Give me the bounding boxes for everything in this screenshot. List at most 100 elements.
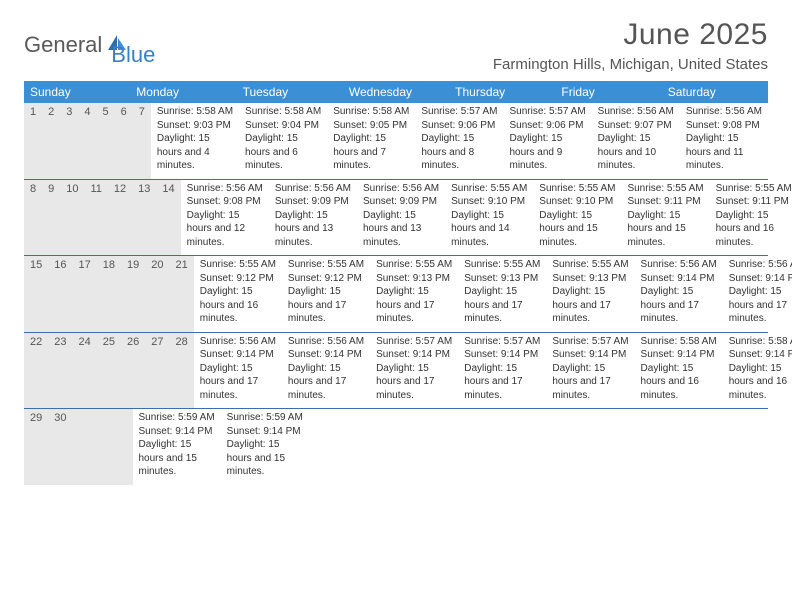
day-cell: Sunrise: 5:59 AMSunset: 9:14 PMDaylight:… [221, 409, 309, 485]
weekday-header: Tuesday [237, 81, 343, 103]
sunset-line: Sunset: 9:03 PM [157, 119, 233, 133]
sunset-line: Sunset: 9:04 PM [245, 119, 321, 133]
sunrise-line: Sunrise: 5:55 AM [552, 258, 628, 272]
sunrise-line: Sunrise: 5:57 AM [464, 335, 540, 349]
sunrise-line: Sunrise: 5:55 AM [716, 182, 792, 196]
day-number: 20 [145, 256, 169, 332]
day-cell: Sunrise: 5:55 AMSunset: 9:10 PMDaylight:… [445, 180, 533, 256]
day-number: 4 [78, 103, 96, 179]
day-number: 3 [60, 103, 78, 179]
weekday-header: Friday [555, 81, 661, 103]
day-number-row: 891011121314 [24, 180, 181, 256]
day-cell: Sunrise: 5:56 AMSunset: 9:09 PMDaylight:… [357, 180, 445, 256]
sunset-line: Sunset: 9:05 PM [333, 119, 409, 133]
sunrise-line: Sunrise: 5:56 AM [200, 335, 276, 349]
day-number: 13 [132, 180, 156, 256]
day-cell: Sunrise: 5:58 AMSunset: 9:03 PMDaylight:… [151, 103, 239, 179]
daylight-line: Daylight: 15 hours and 16 minutes. [200, 285, 276, 326]
daylight-line: Daylight: 15 hours and 17 minutes. [464, 362, 540, 403]
day-number: 15 [24, 256, 48, 332]
day-number: 23 [48, 333, 72, 409]
sunrise-line: Sunrise: 5:57 AM [510, 105, 586, 119]
month-title: June 2025 [493, 18, 768, 52]
day-number: 29 [24, 409, 48, 485]
calendar-week: 891011121314Sunrise: 5:56 AMSunset: 9:08… [24, 180, 768, 257]
day-cell: Sunrise: 5:57 AMSunset: 9:06 PMDaylight:… [415, 103, 503, 179]
sunrise-line: Sunrise: 5:59 AM [139, 411, 215, 425]
day-cell: Sunrise: 5:55 AMSunset: 9:13 PMDaylight:… [458, 256, 546, 332]
day-body-row: Sunrise: 5:55 AMSunset: 9:12 PMDaylight:… [194, 256, 792, 332]
location: Farmington Hills, Michigan, United State… [493, 56, 768, 73]
day-cell: Sunrise: 5:58 AMSunset: 9:14 PMDaylight:… [635, 333, 723, 409]
day-number: 10 [60, 180, 84, 256]
day-number-row: 15161718192021 [24, 256, 194, 332]
daylight-line: Daylight: 15 hours and 9 minutes. [510, 132, 586, 173]
sunrise-line: Sunrise: 5:58 AM [333, 105, 409, 119]
day-cell: Sunrise: 5:55 AMSunset: 9:10 PMDaylight:… [533, 180, 621, 256]
day-cell: Sunrise: 5:57 AMSunset: 9:06 PMDaylight:… [504, 103, 592, 179]
day-cell [345, 409, 357, 485]
weekday-header: Wednesday [343, 81, 449, 103]
daylight-line: Daylight: 15 hours and 8 minutes. [421, 132, 497, 173]
sunrise-line: Sunrise: 5:56 AM [363, 182, 439, 196]
daylight-line: Daylight: 15 hours and 17 minutes. [376, 362, 452, 403]
daylight-line: Daylight: 15 hours and 4 minutes. [157, 132, 233, 173]
day-cell [357, 409, 369, 485]
sunset-line: Sunset: 9:14 PM [729, 272, 792, 286]
day-cell: Sunrise: 5:58 AMSunset: 9:14 PMDaylight:… [723, 333, 792, 409]
day-body-row: Sunrise: 5:59 AMSunset: 9:14 PMDaylight:… [133, 409, 369, 485]
title-block: June 2025 Farmington Hills, Michigan, Un… [493, 18, 768, 73]
sunset-line: Sunset: 9:14 PM [552, 348, 628, 362]
sunrise-line: Sunrise: 5:57 AM [552, 335, 628, 349]
sunset-line: Sunset: 9:08 PM [187, 195, 263, 209]
sunrise-line: Sunrise: 5:58 AM [641, 335, 717, 349]
daylight-line: Daylight: 15 hours and 15 minutes. [627, 209, 703, 250]
sunset-line: Sunset: 9:14 PM [227, 425, 303, 439]
day-cell: Sunrise: 5:56 AMSunset: 9:14 PMDaylight:… [194, 333, 282, 409]
day-cell: Sunrise: 5:56 AMSunset: 9:08 PMDaylight:… [181, 180, 269, 256]
daylight-line: Daylight: 15 hours and 17 minutes. [200, 362, 276, 403]
day-cell: Sunrise: 5:55 AMSunset: 9:12 PMDaylight:… [194, 256, 282, 332]
sunrise-line: Sunrise: 5:55 AM [376, 258, 452, 272]
sunset-line: Sunset: 9:14 PM [376, 348, 452, 362]
day-cell: Sunrise: 5:59 AMSunset: 9:14 PMDaylight:… [133, 409, 221, 485]
day-cell: Sunrise: 5:56 AMSunset: 9:14 PMDaylight:… [723, 256, 792, 332]
daylight-line: Daylight: 15 hours and 17 minutes. [729, 285, 792, 326]
calendar: SundayMondayTuesdayWednesdayThursdayFrid… [24, 81, 768, 485]
daylight-line: Daylight: 15 hours and 6 minutes. [245, 132, 321, 173]
sunset-line: Sunset: 9:11 PM [627, 195, 703, 209]
sunrise-line: Sunrise: 5:56 AM [275, 182, 351, 196]
header: General Blue June 2025 Farmington Hills,… [24, 18, 768, 73]
sunset-line: Sunset: 9:06 PM [421, 119, 497, 133]
day-number: 2 [42, 103, 60, 179]
day-number-row: 1234567 [24, 103, 151, 179]
sunrise-line: Sunrise: 5:56 AM [729, 258, 792, 272]
sunrise-line: Sunrise: 5:56 AM [598, 105, 674, 119]
sunrise-line: Sunrise: 5:55 AM [288, 258, 364, 272]
day-cell: Sunrise: 5:57 AMSunset: 9:14 PMDaylight:… [546, 333, 634, 409]
day-number: 11 [85, 180, 108, 256]
daylight-line: Daylight: 15 hours and 15 minutes. [139, 438, 215, 479]
day-cell [333, 409, 345, 485]
day-number: 28 [170, 333, 194, 409]
calendar-week: 15161718192021Sunrise: 5:55 AMSunset: 9:… [24, 256, 768, 333]
sunset-line: Sunset: 9:14 PM [464, 348, 540, 362]
weekday-header: Saturday [662, 81, 768, 103]
daylight-line: Daylight: 15 hours and 15 minutes. [539, 209, 615, 250]
day-cell: Sunrise: 5:57 AMSunset: 9:14 PMDaylight:… [370, 333, 458, 409]
logo: General Blue [24, 22, 155, 68]
sunset-line: Sunset: 9:09 PM [363, 195, 439, 209]
day-body-row: Sunrise: 5:56 AMSunset: 9:14 PMDaylight:… [194, 333, 792, 409]
daylight-line: Daylight: 15 hours and 16 minutes. [716, 209, 792, 250]
sunrise-line: Sunrise: 5:58 AM [157, 105, 233, 119]
sunrise-line: Sunrise: 5:59 AM [227, 411, 303, 425]
daylight-line: Daylight: 15 hours and 13 minutes. [275, 209, 351, 250]
day-number [97, 409, 109, 485]
sunrise-line: Sunrise: 5:55 AM [451, 182, 527, 196]
sunrise-line: Sunrise: 5:58 AM [729, 335, 792, 349]
sunset-line: Sunset: 9:08 PM [686, 119, 762, 133]
sunrise-line: Sunrise: 5:56 AM [686, 105, 762, 119]
logo-text-blue: Blue [111, 42, 155, 68]
daylight-line: Daylight: 15 hours and 7 minutes. [333, 132, 409, 173]
daylight-line: Daylight: 15 hours and 11 minutes. [686, 132, 762, 173]
